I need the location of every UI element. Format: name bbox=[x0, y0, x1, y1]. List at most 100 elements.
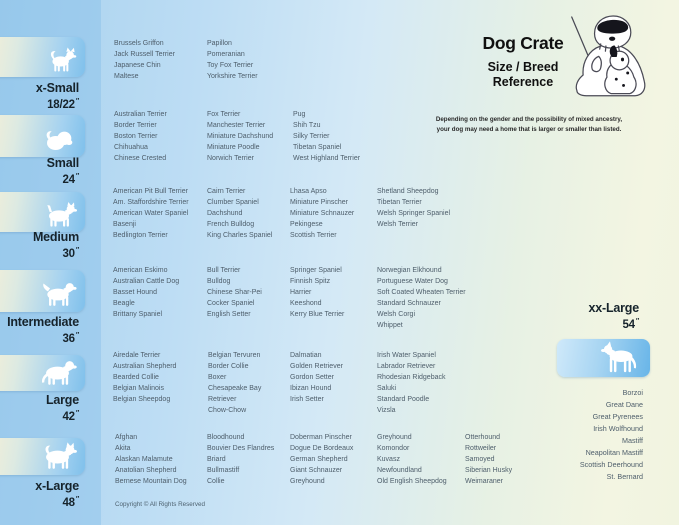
breed-name: Samoyed bbox=[465, 456, 495, 463]
breed-name: Dogue De Bordeaux bbox=[290, 445, 354, 452]
breed-name: Belgian Sheepdog bbox=[113, 396, 171, 403]
breed-name: Scottish Terrier bbox=[290, 232, 337, 239]
breed-name: French Bulldog bbox=[207, 221, 255, 228]
breed-name: Mastiff bbox=[621, 436, 643, 445]
breed-name: Welsh Corgi bbox=[377, 311, 415, 318]
breed-name: Neapolitan Mastiff bbox=[585, 448, 643, 457]
size-tile-xx-large bbox=[557, 339, 650, 377]
breed-name: Miniature Pinscher bbox=[290, 199, 348, 206]
size-label-x-small: x-Small 18/22″ bbox=[35, 81, 79, 111]
size-label-medium: Medium 30″ bbox=[32, 230, 79, 260]
breed-name: Standard Poodle bbox=[377, 396, 430, 403]
breed-name: Bull Terrier bbox=[207, 267, 241, 274]
breed-name: Norwegian Elkhound bbox=[377, 267, 442, 274]
breed-name: Greyhound bbox=[377, 434, 412, 441]
breed-name: Kuvasz bbox=[377, 456, 400, 463]
breed-name: Brussels Griffon bbox=[114, 40, 164, 47]
breed-name: Border Collie bbox=[208, 363, 249, 370]
left-sidebar-background bbox=[0, 0, 101, 525]
breed-name: Shih Tzu bbox=[293, 122, 321, 129]
breed-name: Weimaraner bbox=[465, 478, 503, 485]
breed-name: Cocker Spaniel bbox=[207, 300, 255, 307]
breed-column-xx-large: Borzoi Great Dane Great Pyrenees Irish Wolf… bbox=[580, 387, 643, 483]
breed-column: Lhasa Apso Miniature Pinscher Miniature Sc… bbox=[290, 186, 380, 241]
breed-name: Australian Cattle Dog bbox=[113, 278, 180, 285]
breed-name: Belgian Malinois bbox=[113, 385, 164, 392]
breed-name: Rottweiler bbox=[465, 445, 497, 452]
breed-name: Bullmastiff bbox=[207, 467, 240, 474]
breed-name: Bearded Collie bbox=[113, 374, 159, 381]
breed-name: Shetland Sheepdog bbox=[377, 188, 439, 195]
breed-name: Komondor bbox=[377, 445, 410, 452]
copyright-text: Copyright © All Rights Reserved bbox=[115, 501, 206, 508]
breed-name: Am. Staffordshire Terrier bbox=[113, 199, 189, 206]
breed-column: Irish Water Spaniel Labrador Retriever Rho… bbox=[377, 350, 467, 416]
breed-name: Great Pyrenees bbox=[592, 412, 643, 421]
breed-name: Scottish Deerhound bbox=[579, 460, 643, 469]
breed-name: Japanese Chin bbox=[114, 62, 161, 69]
disclaimer-note: Depending on the gender and the possibil… bbox=[412, 115, 646, 135]
breed-name: Maltese bbox=[114, 73, 139, 80]
breed-name: Beagle bbox=[113, 300, 135, 307]
breed-name: Vizsla bbox=[377, 407, 396, 414]
breed-name: Bloodhound bbox=[207, 434, 245, 441]
breed-name: Portuguese Water Dog bbox=[377, 278, 448, 285]
breed-name: Bulldog bbox=[207, 278, 231, 285]
breed-name: Gordon Setter bbox=[290, 374, 334, 381]
breed-name: Bernese Mountain Dog bbox=[115, 478, 187, 485]
breed-column: American Pit Bull Terrier Am. Staffordshi… bbox=[113, 186, 203, 241]
breed-name: Otterhound bbox=[465, 434, 501, 441]
breed-column: Fox Terrier Manchester Terrier Miniature D… bbox=[207, 109, 297, 164]
breed-name: Ibizan Hound bbox=[290, 385, 332, 392]
breed-name: Springer Spaniel bbox=[290, 267, 342, 274]
breed-name: Pug bbox=[293, 111, 306, 118]
breed-name: Airedale Terrier bbox=[113, 352, 161, 359]
breed-column: Pug Shih Tzu Silky Terrier Tibetan Spaniel W… bbox=[293, 109, 383, 164]
breed-name: Old English Sheepdog bbox=[377, 478, 447, 485]
breed-name: Briard bbox=[207, 456, 226, 463]
breed-name: German Shepherd bbox=[290, 456, 348, 463]
breed-name: Soft Coated Wheaten Terrier bbox=[377, 289, 466, 296]
breed-name: Border Terrier bbox=[114, 122, 157, 129]
breed-name: Silky Terrier bbox=[293, 133, 330, 140]
breed-name: Norwich Terrier bbox=[207, 155, 254, 162]
breed-name: Irish Setter bbox=[290, 396, 324, 403]
breed-column: Doberman Pinscher Dogue De Bordeaux German… bbox=[290, 432, 380, 487]
breed-column: Greyhound Komondor Kuvasz Newfoundland Old E… bbox=[377, 432, 467, 487]
breed-name: Greyhound bbox=[290, 478, 325, 485]
breed-column: Belgian Tervuren Border Collie Boxer Chesap… bbox=[208, 350, 272, 416]
breed-name: Irish Water Spaniel bbox=[377, 352, 436, 359]
breed-name: Tibetan Spaniel bbox=[293, 144, 342, 151]
breed-column: Brussels Griffon Jack Russell Terrier Japa… bbox=[114, 38, 204, 82]
breed-name: Basenji bbox=[113, 221, 136, 228]
breed-name: Australian Shepherd bbox=[113, 363, 177, 370]
breed-name: American Eskimo bbox=[113, 267, 168, 274]
breed-column: Cairn Terrier Clumber Spaniel Dachshund Fre… bbox=[207, 186, 297, 241]
breed-name: Irish Wolfhound bbox=[593, 424, 643, 433]
breed-name: Afghan bbox=[115, 434, 138, 441]
breed-column: Bull Terrier Bulldog Chinese Shar-Pei Cocke… bbox=[207, 265, 297, 320]
size-label-small: Small 24″ bbox=[46, 156, 80, 186]
breed-column: Otterhound Rottweiler Samoyed Siberian Husk… bbox=[465, 432, 555, 487]
breed-name: Welsh Terrier bbox=[377, 221, 418, 228]
breed-name: Alaskan Malamute bbox=[115, 456, 173, 463]
breed-name: Giant Schnauzer bbox=[290, 467, 343, 474]
size-tile-large bbox=[0, 355, 85, 391]
breed-column: Australian Terrier Border Terrier Boston T… bbox=[114, 109, 204, 164]
breed-name: Chow-Chow bbox=[208, 407, 247, 414]
breed-name: Collie bbox=[207, 478, 225, 485]
note-line-1: Depending on the gender and the possibil… bbox=[435, 116, 623, 123]
breed-name: Boxer bbox=[208, 374, 227, 381]
breed-column: Papillon Pomeranian Toy Fox Terrier Yorkshi… bbox=[207, 38, 297, 82]
breed-name: Chinese Shar-Pei bbox=[207, 289, 262, 296]
breed-name: Bedlington Terrier bbox=[113, 232, 168, 239]
breed-name: King Charles Spaniel bbox=[207, 232, 273, 239]
size-tile-x-small bbox=[0, 37, 85, 77]
breed-name: Yorkshire Terrier bbox=[207, 73, 258, 80]
breed-column: Bloodhound Bouvier Des Flandres Briard Bull… bbox=[207, 432, 297, 487]
breed-name: Miniature Dachshund bbox=[207, 133, 274, 140]
breed-name: Doberman Pinscher bbox=[290, 434, 352, 441]
breed-name: Finnish Spitz bbox=[290, 278, 331, 285]
breed-name: Australian Terrier bbox=[114, 111, 167, 118]
